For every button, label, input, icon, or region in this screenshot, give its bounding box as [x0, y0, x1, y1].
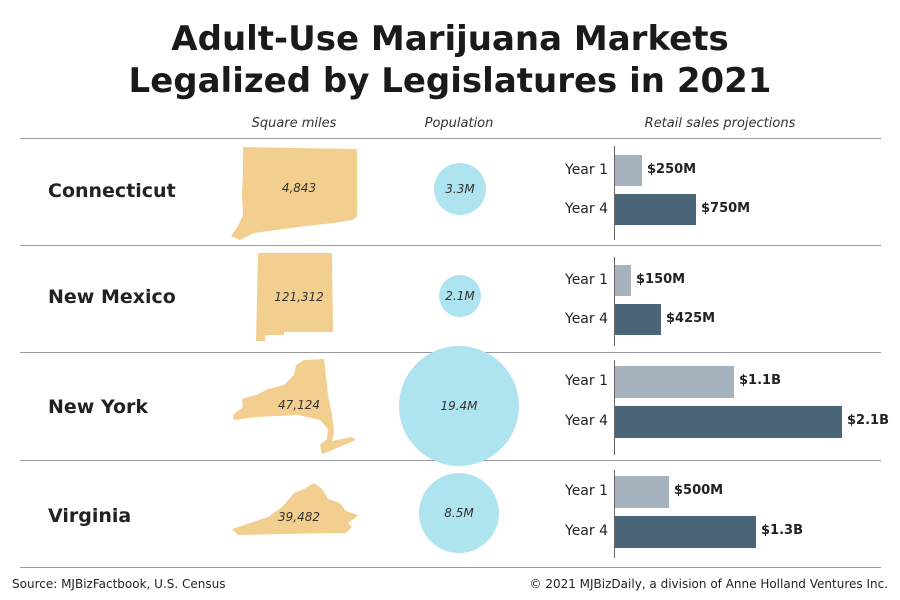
year-4-value-label-connecticut: $750M	[701, 200, 751, 216]
sales-axis-virginia	[614, 470, 615, 558]
column-header-population: Population	[424, 116, 494, 131]
area-value-virginia: 39,482	[278, 510, 320, 524]
area-value-new-mexico: 121,312	[274, 290, 324, 304]
new-mexico-map-shape	[256, 253, 333, 341]
sales-axis-new-york	[614, 360, 615, 455]
year-1-label-connecticut: Year 1	[565, 161, 608, 178]
state-name-connecticut: Connecticut	[48, 180, 176, 202]
new-york-map-shape	[233, 359, 356, 454]
copyright-note: © 2021 MJBizDaily, a division of Anne Ho…	[529, 577, 889, 591]
year-4-label-virginia: Year 4	[565, 523, 608, 539]
state-name-virginia: Virginia	[48, 505, 132, 527]
year-1-value-label-new-mexico: $150M	[636, 271, 686, 287]
year-4-value-label-new-york: $2.1B	[847, 413, 889, 428]
area-value-connecticut: 4,843	[281, 181, 317, 195]
population-bubble-new-york	[399, 346, 519, 466]
year-4-label-new-mexico: Year 4	[565, 310, 608, 327]
population-value-connecticut: 3.3M	[445, 182, 475, 196]
source-note: Source: MJBizFactbook, U.S. Census	[12, 577, 226, 591]
state-name-new-york: New York	[48, 396, 149, 418]
divider-row-1	[20, 245, 881, 246]
area-value-new-york: 47,124	[278, 398, 320, 412]
year-1-label-new-york: Year 1	[565, 373, 608, 389]
state-name-new-mexico: New Mexico	[48, 286, 176, 308]
year-4-bar-new-york	[615, 406, 842, 438]
population-value-new-york: 19.4M	[440, 399, 478, 413]
year-4-value-label-virginia: $1.3B	[761, 523, 803, 538]
year-4-bar-new-mexico	[615, 304, 661, 335]
year-1-bar-new-york	[615, 366, 734, 398]
year-1-bar-new-mexico	[615, 265, 631, 296]
population-value-virginia: 8.5M	[444, 506, 474, 520]
population-bubble-new-mexico	[439, 275, 481, 317]
chart-title-line-1: Adult-Use Marijuana Markets	[171, 19, 729, 59]
divider-top	[20, 138, 881, 139]
year-4-label-new-york: Year 4	[565, 413, 608, 429]
sales-axis-connecticut	[614, 146, 615, 240]
year-1-value-label-connecticut: $250M	[647, 161, 697, 177]
year-1-label-new-mexico: Year 1	[565, 271, 608, 288]
virginia-map-shape	[232, 483, 358, 535]
population-bubble-connecticut	[434, 163, 486, 215]
year-1-bar-connecticut	[615, 155, 642, 186]
sales-axis-new-mexico	[614, 257, 615, 346]
year-1-value-label-virginia: $500M	[674, 483, 724, 498]
year-4-label-connecticut: Year 4	[565, 200, 608, 217]
divider-bottom	[20, 567, 881, 568]
year-1-label-virginia: Year 1	[565, 483, 608, 499]
year-1-value-label-new-york: $1.1B	[739, 373, 781, 388]
year-4-bar-virginia	[615, 516, 756, 548]
connecticut-map-shape	[231, 147, 357, 240]
chart-title-line-2: Legalized by Legislatures in 2021	[128, 61, 772, 101]
population-value-new-mexico: 2.1M	[445, 289, 475, 303]
population-bubble-virginia	[419, 473, 499, 553]
column-header-retail-sales: Retail sales projections	[644, 116, 796, 131]
column-header-square-miles: Square miles	[251, 116, 337, 131]
year-4-value-label-new-mexico: $425M	[666, 310, 716, 326]
year-4-bar-connecticut	[615, 194, 696, 225]
year-1-bar-virginia	[615, 476, 669, 508]
